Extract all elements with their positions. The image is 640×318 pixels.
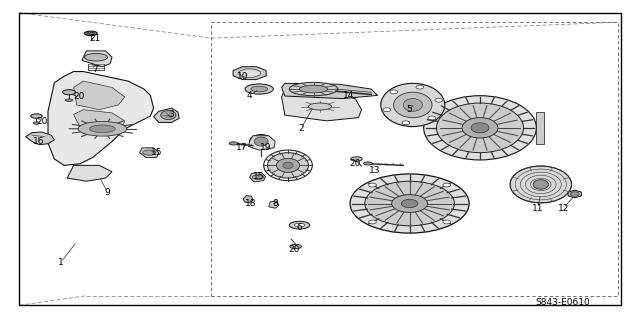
Ellipse shape <box>365 181 454 226</box>
Text: 7: 7 <box>92 66 97 74</box>
Ellipse shape <box>78 121 127 136</box>
Circle shape <box>383 108 390 112</box>
Polygon shape <box>154 108 179 122</box>
Polygon shape <box>82 51 112 67</box>
Circle shape <box>570 192 579 196</box>
Polygon shape <box>282 83 378 99</box>
Polygon shape <box>74 110 125 135</box>
Ellipse shape <box>381 83 445 127</box>
Ellipse shape <box>308 103 332 110</box>
Polygon shape <box>568 190 581 198</box>
Text: 9: 9 <box>105 188 110 197</box>
Ellipse shape <box>436 103 524 153</box>
Text: 21: 21 <box>89 34 100 43</box>
Text: 20: 20 <box>73 93 84 101</box>
Polygon shape <box>239 69 260 77</box>
Ellipse shape <box>283 162 293 169</box>
Polygon shape <box>269 201 279 208</box>
Polygon shape <box>248 136 275 150</box>
Ellipse shape <box>65 99 73 101</box>
Text: 20: 20 <box>36 117 47 126</box>
Text: 18: 18 <box>245 199 257 208</box>
Ellipse shape <box>462 118 498 138</box>
Polygon shape <box>67 165 112 181</box>
Ellipse shape <box>229 142 238 145</box>
Ellipse shape <box>250 135 273 149</box>
Text: S843-E0610: S843-E0610 <box>536 298 591 307</box>
Ellipse shape <box>401 199 418 208</box>
Polygon shape <box>536 112 544 144</box>
Text: 6: 6 <box>297 223 302 232</box>
Circle shape <box>428 116 436 120</box>
Ellipse shape <box>268 153 308 178</box>
Ellipse shape <box>533 180 548 189</box>
Ellipse shape <box>403 99 422 111</box>
Ellipse shape <box>351 157 362 161</box>
Ellipse shape <box>63 90 76 95</box>
Ellipse shape <box>254 137 268 146</box>
Text: 17: 17 <box>236 143 248 152</box>
Text: 5: 5 <box>407 105 412 114</box>
Polygon shape <box>140 148 159 157</box>
Ellipse shape <box>289 221 310 229</box>
Ellipse shape <box>300 85 328 93</box>
Polygon shape <box>250 172 266 182</box>
Ellipse shape <box>84 31 97 36</box>
Ellipse shape <box>471 123 489 133</box>
Ellipse shape <box>161 111 176 120</box>
Text: 8: 8 <box>273 199 278 208</box>
Ellipse shape <box>251 86 268 92</box>
Polygon shape <box>48 72 154 165</box>
Text: 12: 12 <box>557 204 569 213</box>
Ellipse shape <box>31 114 42 118</box>
Text: 15: 15 <box>151 148 163 157</box>
Ellipse shape <box>510 166 572 203</box>
Text: 2: 2 <box>298 124 303 133</box>
Ellipse shape <box>143 150 156 155</box>
Circle shape <box>402 121 410 125</box>
Polygon shape <box>233 67 266 80</box>
Circle shape <box>435 98 443 102</box>
Text: 4: 4 <box>247 91 252 100</box>
Ellipse shape <box>290 244 301 249</box>
Text: 15: 15 <box>253 172 265 181</box>
Circle shape <box>443 220 451 224</box>
Text: 3: 3 <box>169 110 174 119</box>
Ellipse shape <box>424 96 536 160</box>
Ellipse shape <box>394 92 432 118</box>
Text: 16: 16 <box>33 137 44 146</box>
Circle shape <box>369 220 376 224</box>
Bar <box>211 22 618 296</box>
Ellipse shape <box>87 32 95 35</box>
Ellipse shape <box>245 84 273 94</box>
Circle shape <box>443 183 451 187</box>
Text: 10: 10 <box>237 72 249 81</box>
Ellipse shape <box>294 223 305 227</box>
Ellipse shape <box>364 162 372 165</box>
Text: 20: 20 <box>289 245 300 254</box>
Ellipse shape <box>84 53 108 61</box>
Polygon shape <box>26 132 54 145</box>
Circle shape <box>390 90 397 94</box>
Text: 14: 14 <box>343 91 355 100</box>
Ellipse shape <box>276 158 300 172</box>
Ellipse shape <box>350 174 469 233</box>
Circle shape <box>416 85 424 89</box>
Ellipse shape <box>33 122 40 124</box>
Ellipse shape <box>289 82 338 96</box>
Circle shape <box>369 183 376 187</box>
Ellipse shape <box>90 125 115 133</box>
Text: 11: 11 <box>532 204 543 213</box>
Text: 19: 19 <box>260 143 271 152</box>
Text: 1: 1 <box>58 258 63 267</box>
Text: 13: 13 <box>369 166 380 175</box>
Ellipse shape <box>392 195 428 212</box>
Polygon shape <box>74 81 125 110</box>
Text: 20: 20 <box>349 159 361 168</box>
Polygon shape <box>243 196 253 203</box>
Ellipse shape <box>252 175 264 179</box>
Polygon shape <box>282 89 362 121</box>
